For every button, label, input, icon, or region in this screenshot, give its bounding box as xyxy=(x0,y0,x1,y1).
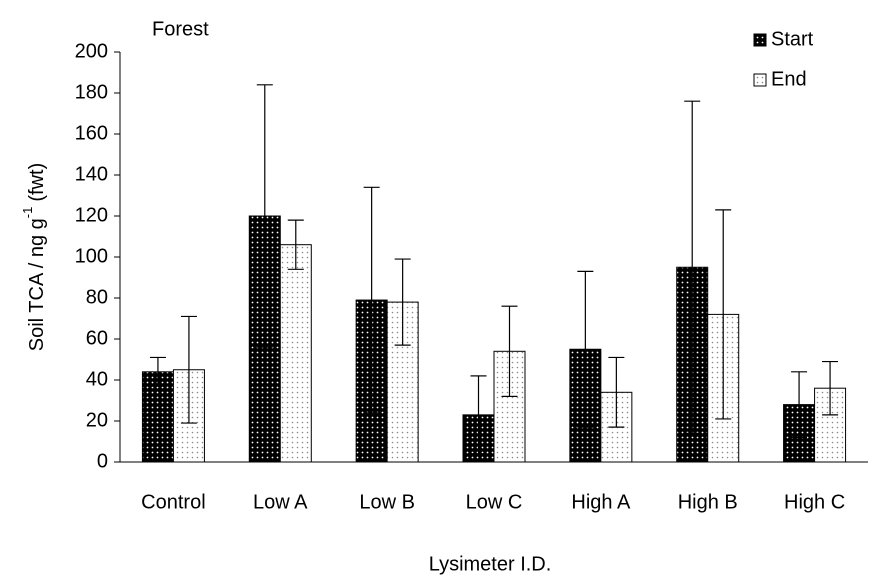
y-tick-label: 100 xyxy=(75,245,108,267)
legend-label: Start xyxy=(771,28,814,50)
y-tick-label: 180 xyxy=(75,81,108,103)
y-tick-label: 120 xyxy=(75,204,108,226)
x-tick-label: High A xyxy=(571,491,631,513)
y-tick-label: 200 xyxy=(75,40,108,62)
y-tick-label: 140 xyxy=(75,163,108,185)
y-tick-label: 60 xyxy=(86,327,108,349)
y-tick-label: 20 xyxy=(86,409,108,431)
annotation: Forest xyxy=(152,18,209,40)
y-tick-label: 40 xyxy=(86,368,108,390)
x-tick-label: Low B xyxy=(359,491,415,513)
x-tick-label: High B xyxy=(678,491,738,513)
x-tick-label: High C xyxy=(784,491,845,513)
legend-swatch xyxy=(753,33,767,47)
x-axis-title: Lysimeter I.D. xyxy=(429,553,552,575)
x-tick-label: Control xyxy=(141,491,205,513)
x-tick-label: Low A xyxy=(253,491,308,513)
y-tick-label: 160 xyxy=(75,122,108,144)
y-tick-label: 0 xyxy=(97,450,108,472)
legend-swatch xyxy=(753,73,767,87)
y-axis-title: Soil TCA / ng g-1 (fwt) xyxy=(20,163,48,352)
bar xyxy=(279,244,312,463)
y-title-sup: -1 xyxy=(20,207,35,219)
y-title-tail: (fwt) xyxy=(26,163,48,202)
y-title-main: Soil TCA / ng g xyxy=(26,218,48,351)
y-tick-label: 80 xyxy=(86,286,108,308)
legend-label: End xyxy=(771,68,807,90)
x-tick-label: Low C xyxy=(466,491,523,513)
